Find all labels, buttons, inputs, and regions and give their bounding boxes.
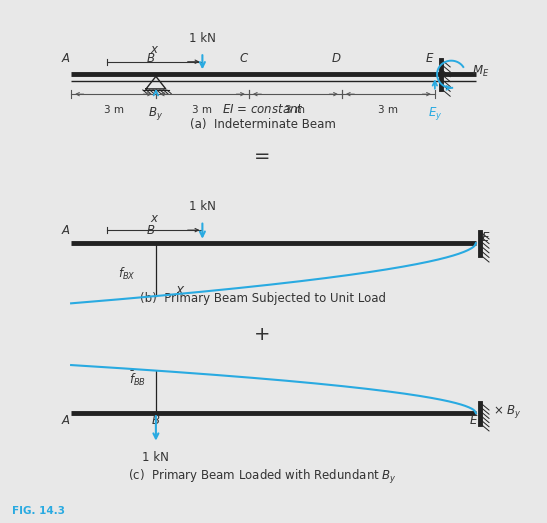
Text: 3 m: 3 m bbox=[379, 105, 398, 115]
Text: (c)  Primary Beam Loaded with Redundant $B_y$: (c) Primary Beam Loaded with Redundant $… bbox=[128, 468, 397, 486]
Text: $\times\ B_y$: $\times\ B_y$ bbox=[493, 403, 522, 419]
Text: $EI$ = constant: $EI$ = constant bbox=[222, 104, 304, 116]
Text: B: B bbox=[152, 414, 160, 427]
Text: $B_y$: $B_y$ bbox=[148, 105, 164, 122]
Text: 3 m: 3 m bbox=[193, 105, 212, 115]
Text: E: E bbox=[426, 52, 433, 65]
Text: A: A bbox=[62, 414, 69, 427]
Text: $E_y$: $E_y$ bbox=[428, 105, 442, 122]
Text: A: A bbox=[62, 224, 69, 237]
Text: $x$: $x$ bbox=[150, 43, 159, 56]
Text: $f_{BX}$: $f_{BX}$ bbox=[118, 266, 135, 282]
Text: E: E bbox=[482, 231, 490, 244]
Text: 1 kN: 1 kN bbox=[189, 32, 216, 45]
Text: 1 kN: 1 kN bbox=[189, 200, 216, 213]
Text: (b)  Primary Beam Subjected to Unit Load: (b) Primary Beam Subjected to Unit Load bbox=[139, 292, 386, 304]
Text: (a)  Indeterminate Beam: (a) Indeterminate Beam bbox=[190, 118, 335, 131]
Text: E: E bbox=[470, 414, 478, 427]
Text: A: A bbox=[62, 52, 69, 65]
Text: D: D bbox=[332, 52, 341, 65]
Text: 1 kN: 1 kN bbox=[142, 451, 170, 464]
Text: +: + bbox=[254, 325, 271, 344]
Text: =: = bbox=[254, 147, 271, 166]
Text: $M_E$: $M_E$ bbox=[472, 64, 490, 78]
Text: $x$: $x$ bbox=[150, 212, 159, 225]
Text: FIG. 14.3: FIG. 14.3 bbox=[12, 506, 65, 517]
Text: 3 m: 3 m bbox=[286, 105, 305, 115]
Text: B: B bbox=[147, 52, 154, 65]
Text: C: C bbox=[239, 52, 248, 65]
Text: $\bar{f}_{BB}$: $\bar{f}_{BB}$ bbox=[129, 369, 146, 388]
Text: 3 m: 3 m bbox=[103, 105, 124, 115]
Text: B: B bbox=[147, 224, 154, 237]
Text: $X$: $X$ bbox=[175, 285, 186, 298]
